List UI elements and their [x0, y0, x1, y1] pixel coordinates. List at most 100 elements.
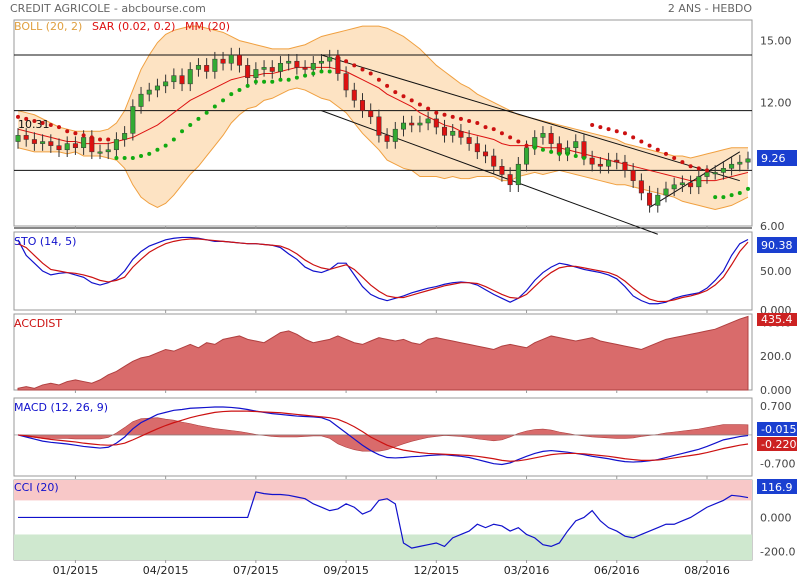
- candle-body: [679, 182, 685, 186]
- candle-body: [745, 158, 751, 163]
- candle-body: [499, 166, 505, 175]
- cci-overbought-band: [14, 480, 752, 501]
- sto-last-badge: 90.38: [761, 239, 793, 252]
- sar-dot: [475, 121, 480, 125]
- x-tick-label: 06/2016: [594, 564, 640, 577]
- sar-dot: [139, 153, 144, 158]
- candle-body: [318, 60, 324, 64]
- candle-body: [277, 63, 283, 72]
- candle-body: [401, 122, 407, 130]
- cci-last-badge-bg: [757, 479, 797, 494]
- sar-dot: [98, 137, 103, 142]
- trendline-rising: [649, 151, 741, 208]
- sar-dot: [426, 106, 431, 111]
- cci-last-badge: 116.9: [761, 481, 793, 494]
- sar-dot: [24, 116, 29, 121]
- sar-dot: [565, 151, 570, 156]
- sar-dot: [57, 125, 62, 130]
- candle-body: [483, 151, 489, 157]
- candle-body: [105, 149, 111, 153]
- candle-body: [179, 75, 185, 85]
- candle-body: [302, 67, 308, 70]
- sar-dot: [442, 112, 447, 117]
- acc-last-badge-bg: [757, 313, 797, 326]
- sar-dot: [40, 121, 45, 125]
- candle-body: [663, 188, 669, 196]
- sar-dot: [704, 168, 709, 173]
- accdist-y-tick-label: 200.0: [760, 350, 792, 363]
- sar-dot: [376, 77, 381, 82]
- sar-dot: [713, 195, 718, 200]
- sar-dot: [499, 131, 504, 136]
- sar-dot: [434, 110, 439, 115]
- sar-dot: [171, 137, 176, 142]
- sar-dot: [393, 90, 398, 95]
- candle-body: [343, 73, 349, 91]
- candle-body: [187, 69, 193, 85]
- candle-body: [409, 122, 415, 126]
- sar-dot: [188, 123, 193, 128]
- sar-dot: [680, 160, 685, 165]
- macd-y-tick-label: 0.700: [760, 400, 792, 413]
- candle-body: [245, 65, 251, 78]
- candle-body: [384, 135, 390, 142]
- candle-body: [335, 56, 341, 74]
- candle-body: [236, 54, 242, 66]
- candle-body: [507, 174, 513, 186]
- candle-body: [56, 145, 62, 151]
- candle-body: [729, 163, 735, 169]
- x-tick-label: 09/2015: [323, 564, 369, 577]
- sar-dot: [221, 98, 226, 103]
- sar-dot: [417, 102, 422, 107]
- candle-body: [204, 65, 210, 72]
- candle-body: [138, 93, 144, 107]
- candle-body: [253, 69, 259, 78]
- sar-dot: [122, 156, 127, 161]
- sar-dot: [237, 88, 242, 93]
- candle-body: [31, 139, 37, 144]
- macd-signal-badge: -0.220: [761, 438, 796, 451]
- candle-body: [614, 159, 620, 163]
- sar-dot: [319, 69, 324, 74]
- legend-cci: CCI (20): [14, 481, 59, 494]
- sar-dot: [746, 186, 750, 191]
- sar-dot: [590, 123, 595, 128]
- sar-dot: [508, 135, 513, 140]
- sar-dot: [114, 156, 119, 161]
- candle-body: [220, 58, 226, 64]
- x-tick-label: 04/2015: [143, 564, 189, 577]
- sar-dot: [81, 133, 86, 138]
- candle-body: [228, 54, 234, 64]
- candle-body: [540, 133, 546, 138]
- sto-d-line: [17, 238, 749, 303]
- sar-dot: [245, 83, 250, 88]
- candle-body: [704, 172, 710, 177]
- sar-dot: [32, 118, 37, 123]
- sar-dot: [491, 127, 496, 132]
- candle-body: [40, 141, 46, 144]
- sar-dot: [516, 139, 521, 144]
- sar-dot: [409, 98, 414, 103]
- candle-body: [638, 180, 644, 194]
- candle-body: [491, 155, 497, 167]
- candle-body: [294, 60, 300, 68]
- candle-body: [89, 137, 95, 153]
- candle-body: [606, 159, 612, 167]
- candle-body: [442, 126, 448, 136]
- candle-body: [163, 81, 169, 87]
- candle-body: [573, 141, 579, 148]
- sar-dot: [253, 79, 258, 84]
- candle-body: [466, 137, 472, 144]
- sar-dot: [278, 77, 283, 82]
- legend-macd: MACD (12, 26, 9): [14, 401, 108, 414]
- candle-body: [359, 100, 365, 111]
- sar-dot: [663, 151, 668, 156]
- sar-dot: [598, 125, 603, 130]
- candle-body: [458, 130, 464, 138]
- sar-dot: [286, 77, 291, 82]
- cci-y-tick-label: 0.000: [760, 511, 792, 524]
- cci-oversold-band: [14, 534, 752, 560]
- candle-body: [425, 118, 431, 124]
- x-tick-label: 12/2015: [413, 564, 459, 577]
- macd-signal-badge-bg: [757, 437, 797, 451]
